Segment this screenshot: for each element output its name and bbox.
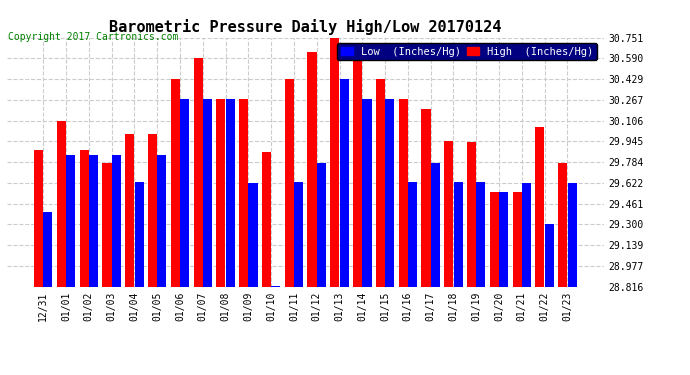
Bar (308, 52, 317, 287)
Bar (408, 182, 417, 287)
Bar (148, 134, 157, 287)
Bar (66, 155, 75, 287)
Bar (522, 183, 531, 287)
Bar (180, 99, 189, 287)
Bar (89, 155, 98, 287)
Bar (535, 126, 544, 287)
Legend: Low  (Inches/Hg), High  (Inches/Hg): Low (Inches/Hg), High (Inches/Hg) (337, 43, 598, 60)
Bar (135, 182, 144, 287)
Bar (157, 155, 166, 287)
Bar (170, 79, 180, 287)
Bar (331, 38, 339, 287)
Bar (376, 79, 385, 287)
Bar (362, 99, 371, 287)
Text: Copyright 2017 Cartronics.com: Copyright 2017 Cartronics.com (8, 32, 179, 42)
Bar (271, 286, 280, 287)
Bar (444, 141, 453, 287)
Bar (339, 79, 348, 287)
Bar (285, 79, 294, 287)
Bar (262, 152, 271, 287)
Bar (385, 99, 394, 287)
Title: Barometric Pressure Daily High/Low 20170124: Barometric Pressure Daily High/Low 20170… (109, 19, 502, 35)
Bar (467, 142, 476, 287)
Bar (217, 99, 226, 287)
Bar (353, 58, 362, 287)
Bar (476, 182, 486, 287)
Bar (490, 192, 499, 287)
Bar (102, 163, 112, 287)
Bar (294, 182, 303, 287)
Bar (226, 99, 235, 287)
Bar (34, 150, 43, 287)
Bar (422, 108, 431, 287)
Bar (453, 182, 463, 287)
Bar (317, 163, 326, 287)
Bar (558, 163, 567, 287)
Bar (499, 192, 509, 287)
Bar (431, 163, 440, 287)
Bar (399, 99, 408, 287)
Bar (79, 150, 89, 287)
Bar (239, 99, 248, 287)
Bar (57, 122, 66, 287)
Bar (43, 211, 52, 287)
Bar (513, 192, 522, 287)
Bar (203, 99, 212, 287)
Bar (544, 225, 554, 287)
Bar (112, 155, 121, 287)
Bar (194, 58, 203, 287)
Bar (248, 183, 257, 287)
Bar (125, 134, 135, 287)
Bar (567, 183, 577, 287)
